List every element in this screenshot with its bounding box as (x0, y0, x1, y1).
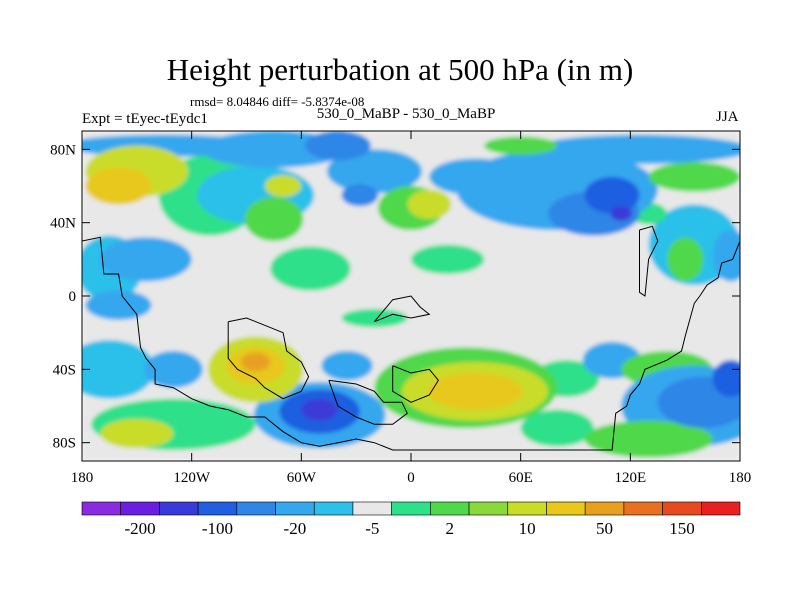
colorbar-swatch (468, 501, 509, 516)
contour-region (666, 237, 704, 282)
colorbar-swatch (159, 501, 199, 516)
contour-region (244, 197, 304, 241)
contour-region (427, 373, 523, 410)
coastline-layer (82, 225, 740, 451)
coastline (374, 295, 431, 323)
contour-region (264, 175, 302, 197)
y-tick-label: 40S (53, 362, 76, 378)
contour-region (326, 149, 422, 194)
colorbar-swatch (236, 501, 276, 516)
contour-region (712, 360, 740, 397)
experiment-label: Expt = tEyec-tEydc1 (82, 111, 208, 127)
contour-region (85, 167, 152, 205)
contour-region (321, 351, 373, 381)
y-tick-label: 0 (69, 289, 77, 305)
contour-region (712, 230, 740, 282)
contour-region (411, 244, 485, 274)
chart-subtitle: 530_0_MaBP - 530_0_MaBP (316, 106, 496, 122)
axis-ticks: 180 120W 60W 0 60E 120E 180 80N 40N 0 40S 80S (50, 131, 751, 486)
contour-region (584, 420, 713, 458)
x-tick-label: 0 (407, 470, 415, 486)
colorbar-label: -100 (202, 519, 233, 538)
x-tick-label: 120W (173, 470, 211, 486)
colorbar-swatch (507, 501, 547, 516)
colorbar-swatch (546, 501, 586, 516)
season-label: JJA (716, 109, 739, 125)
x-tick-label: 60E (509, 470, 533, 486)
colorbar-swatch (430, 501, 470, 516)
contour-region (301, 398, 338, 421)
colorbar-swatch (623, 501, 663, 516)
colorbar-swatch (313, 501, 354, 516)
contour-region (270, 246, 351, 291)
contour-region (529, 134, 740, 164)
contour-region (520, 409, 594, 447)
contour-region (610, 206, 633, 221)
colorbar-swatch (197, 501, 238, 516)
colorbar-label: -20 (284, 519, 307, 538)
contour-region (82, 340, 156, 399)
coastline (392, 365, 440, 403)
colorbar-swatch (120, 501, 160, 516)
y-tick-label: 80S (53, 436, 76, 452)
colorbar-swatch (352, 501, 392, 516)
coastline (639, 225, 659, 297)
colorbar-label: -200 (124, 519, 155, 538)
colorbar-swatch (81, 501, 122, 516)
contour-field (82, 131, 740, 461)
colorbar: -200 -100 -20 -5 2 10 50 150 (81, 501, 741, 538)
contour-region (144, 351, 203, 388)
colorbar-label: 150 (669, 519, 695, 538)
contour-region (100, 418, 174, 449)
colorbar-swatch (662, 501, 702, 516)
colorbar-swatch (584, 501, 625, 516)
coastline (227, 317, 310, 400)
x-tick-label: 180 (729, 470, 752, 486)
colorbar-label: -5 (365, 519, 379, 538)
colorbar-label: 50 (596, 519, 613, 538)
colorbar-swatch (391, 501, 431, 516)
colorbar-label: 10 (519, 519, 536, 538)
x-tick-label: 180 (71, 470, 94, 486)
coastline (82, 236, 740, 451)
contour-region (241, 352, 271, 372)
contour-region (85, 290, 152, 320)
contour-region (407, 189, 452, 219)
chart-title: Height perturbation at 500 hPa (in m) (166, 52, 634, 87)
contour-region (341, 184, 379, 207)
x-tick-label: 120E (614, 470, 646, 486)
rmsd-stats: rmsd= 8.04846 diff= -5.8374e-08 (190, 94, 365, 109)
contour-region (584, 176, 640, 214)
contour-region (341, 308, 408, 328)
contour-region (484, 136, 558, 155)
coastline (328, 379, 408, 425)
colorbar-swatch (275, 501, 315, 516)
colorbar-swatch (700, 501, 741, 516)
y-tick-label: 80N (50, 142, 76, 158)
contour-region (648, 162, 740, 192)
colorbar-label: 2 (445, 519, 454, 538)
contour-region (100, 237, 192, 282)
y-tick-label: 40N (50, 216, 76, 232)
x-tick-label: 60W (287, 470, 317, 486)
contour-region (304, 131, 371, 161)
